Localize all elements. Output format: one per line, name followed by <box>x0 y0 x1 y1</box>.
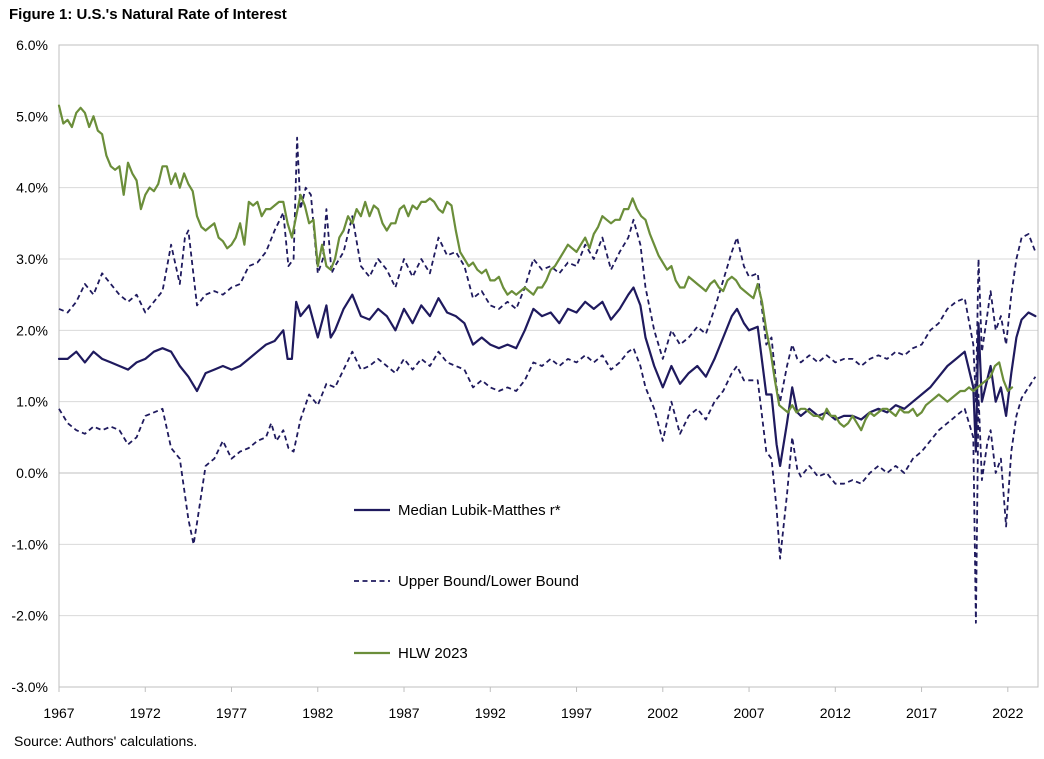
y-tick-label: 6.0% <box>16 37 48 53</box>
series-line-median-lubik-matthes-r- <box>57 286 1037 467</box>
x-tick-label: 1967 <box>43 705 74 721</box>
y-tick-label: -3.0% <box>11 679 48 695</box>
x-tick-label: 1982 <box>302 705 333 721</box>
x-tick-label: 1972 <box>130 705 161 721</box>
x-tick-label: 1977 <box>216 705 247 721</box>
y-tick-label: 4.0% <box>16 180 48 196</box>
y-tick-label: 0.0% <box>16 465 48 481</box>
grid-lines <box>59 44 1038 688</box>
x-tick-label: 1992 <box>475 705 506 721</box>
x-tick-label: 2002 <box>647 705 678 721</box>
x-tick-label: 1987 <box>388 705 419 721</box>
y-tick-label: 2.0% <box>16 322 48 338</box>
y-tick-label: 3.0% <box>16 251 48 267</box>
series-line-hlw-2023 <box>57 104 1014 432</box>
legend-label: Upper Bound/Lower Bound <box>398 573 579 590</box>
x-tick-label: 2012 <box>820 705 851 721</box>
figure-title: Figure 1: U.S.'s Natural Rate of Interes… <box>9 6 287 23</box>
source-note: Source: Authors' calculations. <box>14 733 198 749</box>
plot-border <box>58 44 1039 688</box>
axes <box>58 44 1039 692</box>
series-line-lower-bound <box>58 347 1037 624</box>
legend-label: Median Lubik-Matthes r* <box>398 502 561 519</box>
x-tick-label: 2022 <box>992 705 1023 721</box>
y-tick-label: -1.0% <box>11 536 48 552</box>
y-axis-tick-labels: -3.0% -2.0% -1.0% 0.0% 1.0% 2.0% 3.0% 4.0% 5.0% 6… <box>11 37 48 695</box>
data-series <box>57 104 1037 624</box>
x-axis-tick-labels: 1967 1972 1977 1982 1987 1992 1997 2002 2007 2012… <box>43 705 1023 721</box>
series-line-upper-bound <box>58 136 1037 403</box>
x-tick-label: 2017 <box>906 705 937 721</box>
y-tick-label: 1.0% <box>16 394 48 410</box>
y-tick-label: 5.0% <box>16 108 48 124</box>
legend-label: HLW 2023 <box>398 645 468 662</box>
x-tick-label: 1997 <box>561 705 592 721</box>
x-tick-label: 2007 <box>733 705 764 721</box>
legend: Median Lubik-Matthes r* Upper Bound/Lower… <box>354 502 579 662</box>
y-tick-label: -2.0% <box>11 608 48 624</box>
